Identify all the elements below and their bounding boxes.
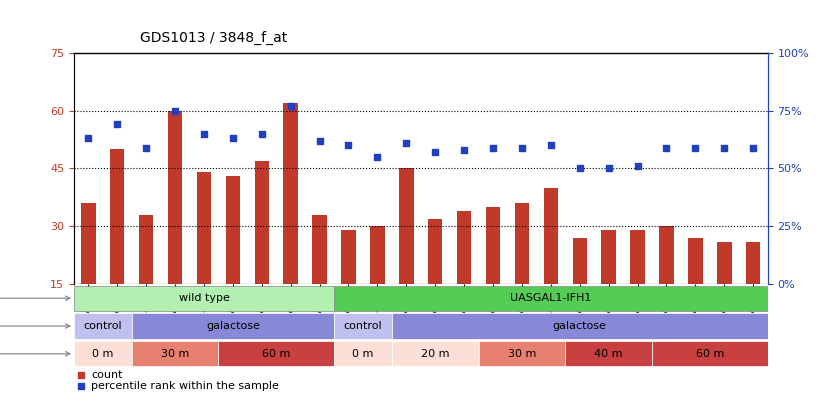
Text: 30 m: 30 m bbox=[161, 349, 190, 359]
Text: wild type: wild type bbox=[178, 293, 229, 303]
Text: galactose: galactose bbox=[206, 321, 259, 331]
Bar bbox=[688, 238, 703, 284]
FancyBboxPatch shape bbox=[479, 341, 566, 366]
Bar bbox=[659, 226, 674, 284]
FancyBboxPatch shape bbox=[74, 341, 131, 366]
Point bbox=[197, 130, 210, 137]
FancyBboxPatch shape bbox=[566, 341, 652, 366]
Bar bbox=[746, 242, 760, 284]
Point bbox=[371, 153, 384, 160]
Bar bbox=[110, 149, 125, 284]
Point bbox=[544, 142, 557, 149]
Bar bbox=[255, 161, 269, 284]
Bar bbox=[457, 211, 471, 284]
Text: growth protocol: growth protocol bbox=[0, 321, 70, 331]
Bar bbox=[283, 103, 298, 284]
Bar bbox=[428, 219, 443, 284]
FancyBboxPatch shape bbox=[334, 341, 392, 366]
Bar bbox=[226, 176, 240, 284]
Text: 60 m: 60 m bbox=[262, 349, 291, 359]
FancyBboxPatch shape bbox=[652, 341, 768, 366]
Point bbox=[74, 371, 87, 378]
Point bbox=[342, 142, 355, 149]
Bar bbox=[631, 230, 644, 284]
Point bbox=[487, 145, 500, 151]
Bar bbox=[717, 242, 732, 284]
Point bbox=[227, 135, 240, 142]
Bar bbox=[602, 230, 616, 284]
Bar bbox=[197, 173, 211, 284]
Point bbox=[689, 145, 702, 151]
Bar bbox=[486, 207, 500, 284]
Bar bbox=[399, 168, 414, 284]
Bar bbox=[515, 203, 530, 284]
Bar bbox=[544, 188, 558, 284]
Point bbox=[168, 107, 181, 114]
Point bbox=[631, 163, 644, 169]
Bar bbox=[139, 215, 154, 284]
FancyBboxPatch shape bbox=[334, 286, 768, 311]
Text: UASGAL1-IFH1: UASGAL1-IFH1 bbox=[510, 293, 591, 303]
Point bbox=[429, 149, 442, 156]
Text: 20 m: 20 m bbox=[421, 349, 449, 359]
Point bbox=[457, 147, 470, 153]
Text: GDS1013 / 3848_f_at: GDS1013 / 3848_f_at bbox=[140, 30, 287, 45]
Text: 30 m: 30 m bbox=[507, 349, 536, 359]
Text: control: control bbox=[344, 321, 383, 331]
Text: 60 m: 60 m bbox=[695, 349, 724, 359]
Point bbox=[255, 130, 268, 137]
Text: 0 m: 0 m bbox=[92, 349, 113, 359]
Text: strain: strain bbox=[0, 293, 70, 303]
Bar bbox=[342, 230, 355, 284]
Point bbox=[573, 165, 586, 172]
Point bbox=[284, 103, 297, 109]
Text: 40 m: 40 m bbox=[594, 349, 623, 359]
FancyBboxPatch shape bbox=[392, 313, 768, 339]
Text: galactose: galactose bbox=[553, 321, 607, 331]
Point bbox=[746, 145, 759, 151]
Point bbox=[602, 165, 615, 172]
Text: count: count bbox=[91, 370, 122, 380]
FancyBboxPatch shape bbox=[74, 286, 334, 311]
Point bbox=[82, 135, 95, 142]
Point bbox=[74, 383, 87, 389]
FancyBboxPatch shape bbox=[392, 341, 479, 366]
FancyBboxPatch shape bbox=[74, 313, 131, 339]
Text: time: time bbox=[0, 349, 70, 359]
Text: percentile rank within the sample: percentile rank within the sample bbox=[91, 381, 279, 391]
Bar bbox=[167, 111, 182, 284]
Bar bbox=[572, 238, 587, 284]
FancyBboxPatch shape bbox=[131, 341, 218, 366]
FancyBboxPatch shape bbox=[334, 313, 392, 339]
Bar bbox=[312, 215, 327, 284]
Text: 0 m: 0 m bbox=[352, 349, 374, 359]
Point bbox=[400, 140, 413, 146]
Bar bbox=[370, 226, 384, 284]
Bar bbox=[81, 203, 95, 284]
Point bbox=[516, 145, 529, 151]
Point bbox=[660, 145, 673, 151]
Point bbox=[313, 137, 326, 144]
FancyBboxPatch shape bbox=[218, 341, 334, 366]
Point bbox=[111, 121, 124, 128]
Point bbox=[140, 145, 153, 151]
Text: control: control bbox=[84, 321, 122, 331]
FancyBboxPatch shape bbox=[131, 313, 334, 339]
Point bbox=[718, 145, 731, 151]
